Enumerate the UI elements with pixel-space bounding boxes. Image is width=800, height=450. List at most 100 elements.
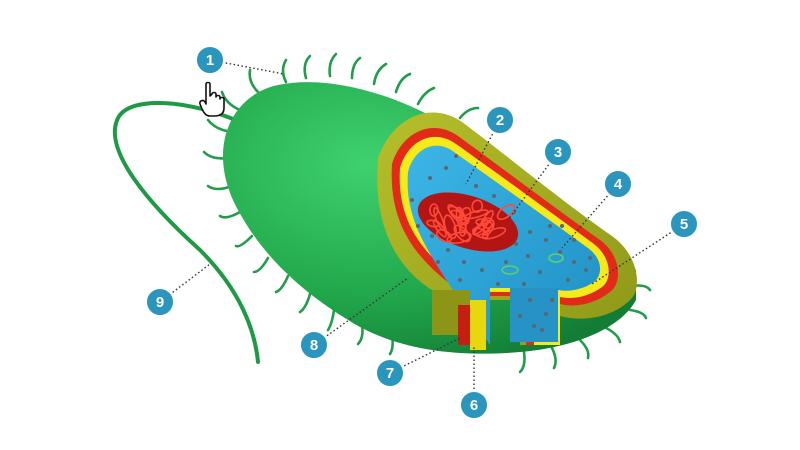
ribosome-dot	[558, 250, 562, 254]
marker-1[interactable]: 1	[195, 45, 225, 75]
marker-label: 9	[156, 294, 164, 311]
marker-circle	[145, 287, 175, 317]
ribosome-dot	[548, 224, 552, 228]
flagellum	[112, 101, 260, 364]
ribosome-dot	[544, 312, 548, 316]
ribosome-dot	[566, 278, 570, 282]
ribosome-dot	[428, 176, 432, 180]
pilus	[328, 52, 338, 78]
ribosome-dot	[504, 260, 508, 264]
pilus	[218, 210, 242, 219]
pilus	[281, 58, 288, 84]
pilus	[303, 54, 312, 80]
marker-circle	[299, 330, 329, 360]
pilus	[604, 326, 622, 344]
pilus	[416, 86, 436, 106]
cytoplasm-edge	[510, 288, 558, 342]
plasmid	[548, 253, 564, 263]
ribosome-dot	[416, 224, 420, 228]
hand-pointer-icon	[199, 81, 225, 117]
leader-line-9	[159, 263, 211, 303]
marker-5[interactable]: 5	[669, 209, 699, 239]
ribosome-dot	[532, 324, 536, 328]
marker-circle	[375, 358, 405, 388]
leader-line-8	[313, 277, 409, 346]
ribosome-dot	[436, 260, 440, 264]
pilus	[274, 274, 290, 294]
marker-8[interactable]: 8	[299, 330, 329, 360]
pilus	[394, 72, 412, 94]
pilus	[458, 106, 480, 120]
ribosome-dot	[540, 328, 544, 332]
pilus	[298, 292, 312, 314]
ribosome-dot	[446, 248, 450, 252]
nucleoid	[417, 192, 519, 252]
ribosome-dot	[522, 282, 526, 286]
marker-circle	[485, 105, 515, 135]
marker-4[interactable]: 4	[603, 169, 633, 199]
markers: 1 2 3 4 5 6 7 8 9	[145, 45, 699, 420]
ribosome-dot	[462, 260, 466, 264]
dna-loop	[455, 206, 467, 232]
ribosome-dot	[496, 282, 500, 286]
pilus	[248, 68, 260, 94]
dna-loop	[435, 229, 453, 243]
ribosome-dot	[492, 194, 496, 198]
marker-6[interactable]: 6	[459, 390, 489, 420]
pilus	[518, 350, 526, 374]
pilus	[326, 308, 336, 332]
pilus	[220, 90, 242, 112]
pilus	[234, 234, 254, 248]
ribosome-dot	[474, 184, 478, 188]
dna-loop	[471, 199, 484, 213]
marker-label: 5	[680, 216, 688, 233]
ribosome-dot	[444, 166, 448, 170]
ribosome-dot	[410, 198, 414, 202]
ribosome-dot	[528, 230, 532, 234]
ribosome-dot	[584, 268, 588, 272]
cell-wall-edge	[458, 305, 470, 345]
ribosome-dot	[458, 278, 462, 282]
ribosome-dot	[480, 268, 484, 272]
pilus	[372, 62, 388, 86]
marker-label: 4	[614, 176, 623, 193]
marker-3[interactable]: 3	[543, 137, 573, 167]
plasma-membrane-edge	[470, 300, 486, 350]
pilus	[252, 256, 270, 274]
marker-label: 3	[554, 144, 562, 161]
marker-circle	[543, 137, 573, 167]
marker-label: 2	[496, 112, 504, 129]
dna-loop	[482, 219, 495, 236]
ribosome-dot	[526, 254, 530, 258]
ribosome-dot	[454, 154, 458, 158]
ribosome-dot	[588, 256, 592, 260]
dna-loop	[447, 204, 464, 222]
pilus	[578, 338, 590, 360]
pilus	[350, 56, 362, 80]
dna-loop	[446, 231, 472, 244]
dna-loop	[473, 221, 493, 237]
dna-loop	[472, 219, 490, 236]
marker-circle	[459, 390, 489, 420]
ribosome-dot	[430, 234, 434, 238]
marker-label: 1	[206, 52, 214, 69]
marker-9[interactable]: 9	[145, 287, 175, 317]
dna-loop	[426, 219, 440, 228]
ribosome-dot	[560, 224, 564, 228]
plasmid	[501, 265, 519, 275]
dna-loop	[429, 203, 439, 217]
dna-loop	[448, 205, 464, 219]
ribosome-dot	[572, 238, 576, 242]
marker-circle	[603, 169, 633, 199]
ribosome-dot	[572, 260, 576, 264]
ribosome-dot	[528, 298, 532, 302]
pilus	[628, 308, 648, 320]
ribosome-dot	[550, 298, 554, 302]
marker-7[interactable]: 7	[375, 358, 405, 388]
marker-label: 6	[470, 397, 478, 414]
marker-2[interactable]: 2	[485, 105, 515, 135]
marker-circle	[195, 45, 225, 75]
marker-circle	[669, 209, 699, 239]
ribosome-dot	[514, 242, 518, 246]
